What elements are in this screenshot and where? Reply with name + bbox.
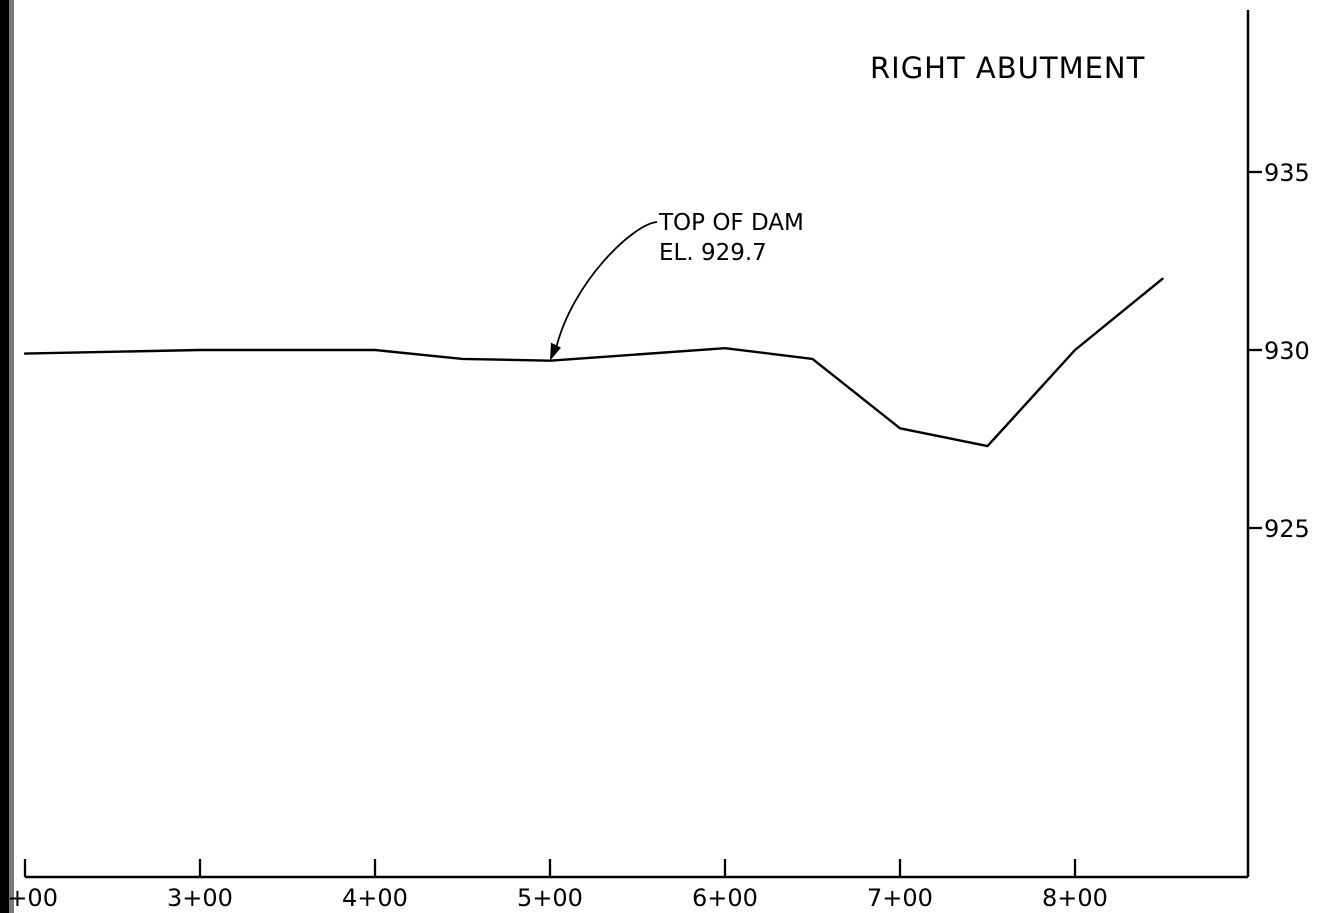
y-tick-label: 925 — [1264, 515, 1310, 543]
annotation-top-of-dam: TOP OF DAM EL. 929.7 — [550, 210, 804, 361]
x-ticks: 2+00 3+00 4+00 5+00 6+00 7+00 8+00 — [0, 859, 1108, 912]
x-tick-label: 7+00 — [867, 884, 933, 912]
chart-title: RIGHT ABUTMENT — [870, 51, 1145, 85]
left-scan-edge-shade — [9, 0, 14, 913]
y-tick-label: 930 — [1264, 337, 1310, 365]
axes — [25, 10, 1250, 879]
x-tick-label: 5+00 — [517, 884, 583, 912]
x-tick-label: 2+00 — [0, 884, 58, 912]
y-tick-label: 935 — [1264, 159, 1310, 187]
x-tick-label: 6+00 — [692, 884, 758, 912]
x-tick-label: 3+00 — [167, 884, 233, 912]
x-tick-label: 8+00 — [1042, 884, 1108, 912]
annotation-arrow-head — [550, 342, 561, 361]
x-tick-label: 4+00 — [342, 884, 408, 912]
series-line-top-of-dam — [23, 277, 1164, 448]
scan-edge-border — [0, 0, 14, 913]
y-ticks: 925 930 935 — [1248, 159, 1310, 543]
annotation-text-line-1: TOP OF DAM — [658, 210, 804, 236]
left-scan-edge — [0, 0, 9, 913]
annotation-text-line-2: EL. 929.7 — [659, 240, 767, 266]
annotation-leader-line — [555, 221, 658, 349]
